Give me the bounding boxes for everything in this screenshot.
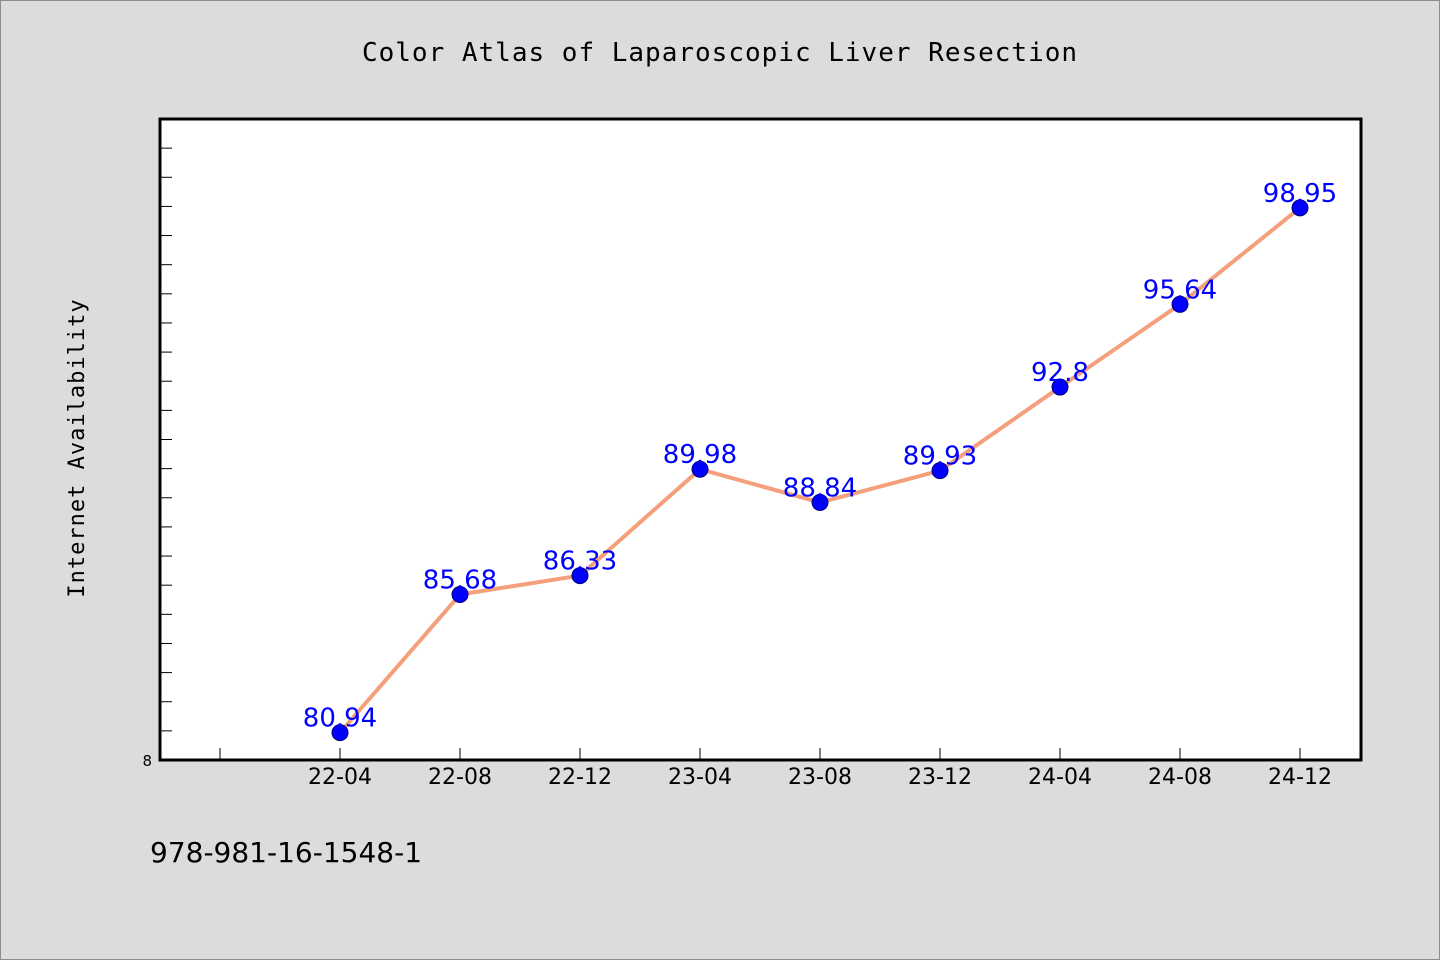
data-point: [331, 724, 349, 742]
data-label: 92.8: [1031, 358, 1089, 388]
data-point: [451, 586, 469, 604]
data-label: 89.98: [663, 440, 737, 470]
data-point: [691, 460, 709, 478]
x-tick-label: 22-04: [308, 765, 372, 790]
data-label: 89.93: [903, 442, 977, 472]
x-tick-label: 24-04: [1028, 765, 1092, 790]
data-label: 85.68: [423, 566, 497, 596]
x-tick-label: 22-08: [428, 765, 492, 790]
data-label: 86.33: [543, 547, 617, 577]
data-point: [1171, 295, 1189, 313]
data-point: [571, 567, 589, 585]
x-tick-label: 22-12: [548, 765, 612, 790]
chart-title: Color Atlas of Laparoscopic Liver Resect…: [362, 38, 1078, 68]
x-tick-label: 23-12: [908, 765, 972, 790]
x-tick-label: 24-12: [1268, 765, 1332, 790]
data-label: 80.94: [303, 704, 377, 734]
data-label: 88.84: [783, 473, 857, 503]
x-tick-label: 23-04: [668, 765, 732, 790]
data-point: [1051, 378, 1069, 396]
data-point: [1291, 199, 1309, 217]
y-axis-ticks: [160, 147, 172, 732]
y-axis-label: Internet Availability: [65, 298, 90, 597]
data-label: 98.95: [1263, 179, 1337, 209]
data-point: [811, 493, 829, 511]
y-tick-label: 8: [142, 752, 152, 770]
plot-area: [158, 117, 1363, 762]
x-tick-label: 24-08: [1148, 765, 1212, 790]
x-tick-label: 23-08: [788, 765, 852, 790]
data-label: 95.64: [1143, 275, 1217, 305]
x-axis-ticks: 22-04 22-08 22-12 23-04 23-08 23-12 24-04 24-08…: [219, 748, 1332, 790]
series-line: 80.94 85.68 86.33 89.98 88.84 89.93 92.8 95.64 9…: [303, 179, 1337, 742]
isbn-text: 978-981-16-1548-1: [150, 836, 422, 869]
data-point: [931, 462, 949, 480]
